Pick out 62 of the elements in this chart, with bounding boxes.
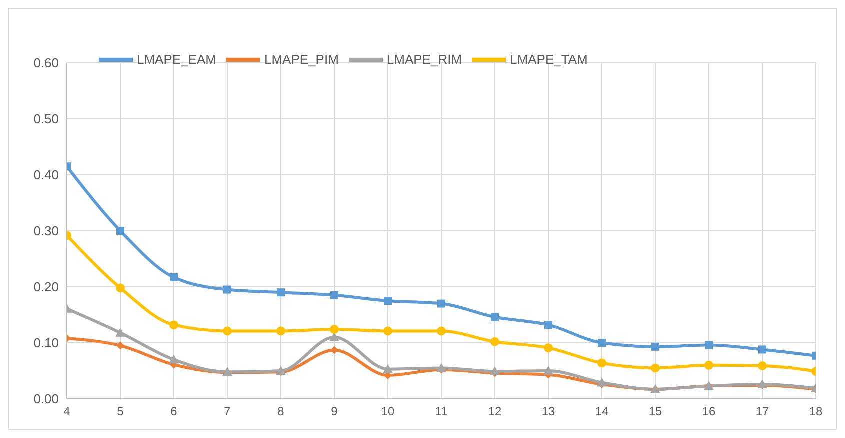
x-tick-label: 14 — [595, 404, 609, 419]
x-tick-label: 17 — [756, 404, 770, 419]
point — [705, 341, 713, 350]
point — [598, 339, 606, 347]
y-tick-label: 0.20 — [34, 280, 59, 295]
point — [330, 332, 340, 342]
point — [384, 297, 392, 305]
x-tick-label: 8 — [278, 404, 285, 419]
legend-label: LMAPE_RIM — [386, 52, 462, 68]
x-tick-label: 11 — [435, 404, 448, 419]
x-tick-label: 9 — [331, 404, 338, 419]
point — [704, 360, 714, 370]
x-tick-label: 10 — [381, 404, 395, 419]
point — [438, 300, 446, 308]
point — [330, 291, 338, 300]
point — [758, 361, 767, 370]
point — [116, 227, 124, 235]
point — [330, 346, 338, 354]
legend-label: LMAPE_PIM — [264, 52, 339, 68]
x-tick-label: 5 — [117, 404, 124, 419]
point — [224, 286, 232, 294]
x-tick-label: 7 — [224, 404, 232, 419]
point — [116, 342, 124, 350]
point — [437, 326, 446, 336]
point — [597, 378, 607, 387]
point — [276, 326, 286, 336]
legend-label: LMAPE_TAM — [510, 52, 588, 68]
point — [223, 326, 232, 336]
point — [758, 379, 768, 388]
point — [383, 364, 393, 374]
point — [490, 337, 500, 346]
x-tick-label: 12 — [488, 404, 502, 419]
point — [758, 346, 766, 354]
point — [544, 344, 553, 353]
point — [169, 354, 179, 364]
x-tick-label: 4 — [64, 404, 71, 419]
x-tick-label: 15 — [648, 404, 662, 419]
point — [652, 342, 660, 351]
legend-label: LMAPE_EAM — [137, 52, 216, 68]
y-tick-label: 0.60 — [34, 56, 59, 71]
y-tick-label: 0.40 — [34, 168, 59, 183]
x-tick-label: 13 — [542, 404, 556, 419]
point — [116, 328, 126, 337]
x-tick-label: 6 — [170, 404, 178, 419]
point — [170, 320, 178, 330]
point — [651, 364, 660, 373]
point — [116, 284, 125, 293]
y-tick-label: 0.00 — [34, 392, 59, 407]
point — [490, 366, 500, 376]
point — [491, 313, 499, 322]
y-tick-label: 0.30 — [34, 224, 59, 239]
point — [170, 273, 178, 282]
x-tick-label: 16 — [702, 404, 716, 419]
point — [598, 358, 606, 368]
y-tick-label: 0.10 — [34, 336, 59, 351]
x-tick-label: 18 — [809, 404, 823, 419]
point — [330, 325, 339, 334]
point — [277, 288, 285, 297]
y-tick-label: 0.50 — [34, 112, 59, 127]
point — [384, 326, 392, 336]
point — [544, 366, 554, 375]
point — [544, 321, 552, 330]
